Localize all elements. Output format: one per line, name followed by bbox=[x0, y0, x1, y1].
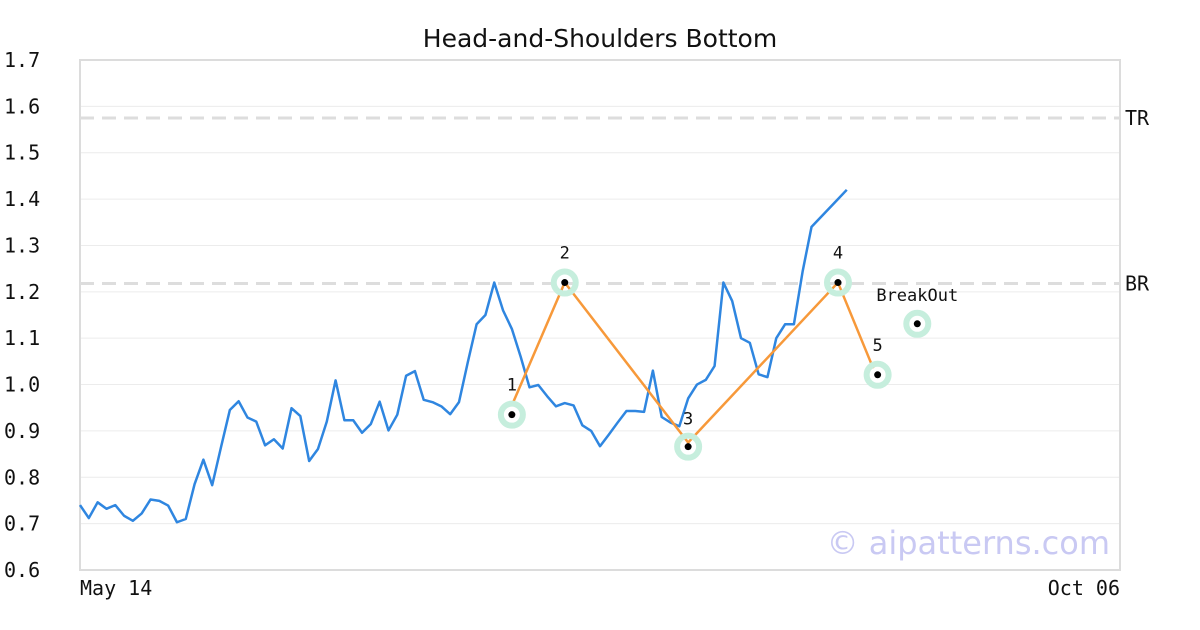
pattern-point-marker bbox=[684, 443, 692, 451]
x-tick-label: May 14 bbox=[80, 576, 152, 600]
pattern-point-halo bbox=[863, 360, 892, 389]
y-tick-label: 1.6 bbox=[4, 94, 40, 118]
pattern-point-label: 2 bbox=[560, 244, 570, 264]
pattern-point-marker bbox=[508, 411, 516, 419]
y-tick-label: 1.5 bbox=[4, 141, 40, 165]
reference-line-label: TR bbox=[1125, 106, 1150, 130]
pattern-point-halo bbox=[903, 309, 932, 338]
pattern-point-label: 1 bbox=[507, 376, 517, 396]
pattern-line bbox=[510, 281, 875, 444]
pattern-point-label: 4 bbox=[833, 244, 843, 264]
pattern-point-halo bbox=[674, 432, 703, 461]
y-tick-label: 1.1 bbox=[4, 326, 40, 350]
y-tick-label: 0.9 bbox=[4, 419, 40, 443]
pattern-point-halo bbox=[497, 400, 526, 429]
pattern-point-label: 5 bbox=[873, 336, 883, 356]
y-tick-label: 1.3 bbox=[4, 233, 40, 257]
pattern-point-halo bbox=[823, 268, 852, 297]
y-tick-label: 0.8 bbox=[4, 465, 40, 489]
y-tick-label: 1.7 bbox=[4, 48, 40, 72]
y-tick-label: 1.0 bbox=[4, 373, 40, 397]
chart-title: Head-and-Shoulders Bottom bbox=[422, 24, 778, 53]
watermark-text: © aipatterns.com bbox=[827, 524, 1110, 562]
pattern-point-marker bbox=[874, 371, 882, 379]
plot-frame bbox=[79, 59, 1121, 571]
y-tick-label: 0.6 bbox=[4, 558, 40, 582]
y-tick-label: 1.2 bbox=[4, 280, 40, 304]
pattern-point-marker bbox=[834, 279, 842, 287]
y-tick-label: 1.4 bbox=[4, 187, 40, 211]
reference-line-label: BR bbox=[1125, 271, 1150, 295]
pattern-point-label: 3 bbox=[683, 410, 693, 430]
pattern-point-marker bbox=[913, 320, 921, 328]
pattern-point-halo bbox=[550, 268, 579, 297]
pattern-point-label: BreakOut bbox=[876, 286, 958, 306]
y-tick-label: 0.7 bbox=[4, 512, 40, 536]
x-tick-label: Oct 06 bbox=[1048, 576, 1120, 600]
pattern-point-marker bbox=[561, 279, 569, 287]
price-series-line bbox=[78, 188, 848, 524]
